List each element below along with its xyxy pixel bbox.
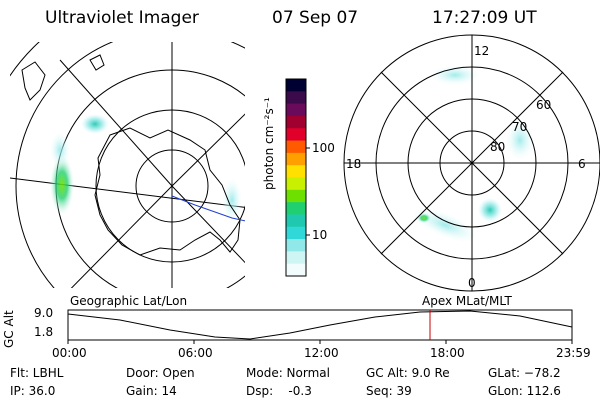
aurora-emission bbox=[50, 132, 70, 168]
aurora-emission bbox=[222, 178, 242, 222]
color-bar-swatch bbox=[286, 103, 306, 117]
alt-tick-label: 1.8 bbox=[34, 325, 54, 339]
gain-info: Gain: 14 bbox=[126, 384, 177, 398]
footprint-line bbox=[171, 195, 245, 222]
meridian-line bbox=[59, 59, 173, 187]
color-bar-swatch bbox=[286, 251, 306, 265]
color-bar-swatch bbox=[286, 177, 306, 191]
color-bar-swatch bbox=[286, 239, 306, 252]
filter-info: Flt: LBHL bbox=[10, 366, 64, 380]
time-tick-label: 06:00 bbox=[178, 346, 213, 360]
seq-info: Seq: 39 bbox=[366, 384, 412, 398]
mlat-label-80: 80 bbox=[490, 140, 506, 154]
mlat-label-70: 70 bbox=[512, 120, 528, 134]
mlt-label-18: 18 bbox=[346, 157, 362, 171]
gc-alt-axis-label: GC Alt bbox=[2, 310, 16, 348]
aurora-emission bbox=[81, 114, 109, 134]
altitude-trace bbox=[67, 310, 573, 340]
gc-alt-info: GC Alt: 9.0 Re bbox=[366, 366, 450, 380]
color-bar-swatch bbox=[286, 189, 306, 203]
apex-label: Apex MLat/MLT bbox=[422, 294, 512, 308]
color-bar-swatch bbox=[286, 202, 306, 215]
color-bar-tick-label: 10 bbox=[312, 228, 328, 242]
color-bar-unit-label: photon cm⁻²s⁻¹ bbox=[262, 97, 276, 190]
aurora-emission bbox=[478, 198, 502, 222]
geographic-label: Geographic Lat/Lon bbox=[70, 294, 188, 308]
time-label: 17:27:09 UT bbox=[432, 8, 537, 28]
lat-circle bbox=[15, 42, 245, 288]
meridian-line bbox=[171, 113, 245, 187]
aurora-emission bbox=[430, 65, 480, 85]
coastline bbox=[89, 54, 105, 71]
color-bar-frame bbox=[285, 78, 307, 277]
meridian-line bbox=[171, 185, 245, 264]
dsp-info: Dsp: -0.3 bbox=[246, 384, 312, 398]
glon-info: GLon: 112.6 bbox=[488, 384, 561, 398]
color-bar bbox=[286, 79, 306, 277]
color-bar-swatch bbox=[286, 140, 306, 154]
color-bar-swatch bbox=[286, 152, 306, 166]
time-tick-label: 00:00 bbox=[52, 346, 87, 360]
mlat-label-60: 60 bbox=[536, 98, 552, 112]
color-bar-swatch bbox=[286, 263, 306, 277]
polar-plot bbox=[343, 34, 600, 292]
timeline-plot bbox=[67, 309, 573, 344]
color-bar-tick-label: 100 bbox=[312, 141, 335, 155]
geographic-map bbox=[10, 42, 245, 288]
meridian-line bbox=[10, 177, 245, 208]
door-info: Door: Open bbox=[126, 366, 195, 380]
time-tick-label: 23:59 bbox=[556, 346, 591, 360]
time-tick-label: 12:00 bbox=[304, 346, 339, 360]
mlt-label-6: 6 bbox=[578, 157, 586, 171]
aurora-emission bbox=[50, 155, 74, 215]
color-bar-swatch bbox=[286, 226, 306, 240]
coastline bbox=[94, 127, 241, 256]
mode-info: Mode: Normal bbox=[246, 366, 330, 380]
time-tick-label: 18:00 bbox=[430, 346, 465, 360]
aurora-emission bbox=[417, 213, 431, 223]
color-bar-swatch bbox=[286, 165, 306, 178]
mlt-line bbox=[380, 71, 564, 255]
ip-info: IP: 36.0 bbox=[10, 384, 56, 398]
color-bar-swatch bbox=[286, 128, 306, 142]
alt-tick-label: 9.0 bbox=[34, 306, 54, 320]
aurora-emission bbox=[412, 207, 478, 243]
color-bar-swatch bbox=[286, 115, 306, 129]
meridian-line bbox=[70, 185, 173, 288]
color-bar-swatch bbox=[286, 79, 306, 92]
date-label: 07 Sep 07 bbox=[272, 8, 359, 28]
color-bar-swatch bbox=[286, 214, 306, 228]
mlt-label-0: 0 bbox=[468, 276, 476, 290]
coastline bbox=[21, 61, 46, 101]
color-bar-swatch bbox=[286, 91, 306, 105]
mlt-label-12: 12 bbox=[474, 44, 490, 58]
instrument-title: Ultraviolet Imager bbox=[45, 8, 199, 28]
glat-info: GLat: −78.2 bbox=[488, 366, 561, 380]
